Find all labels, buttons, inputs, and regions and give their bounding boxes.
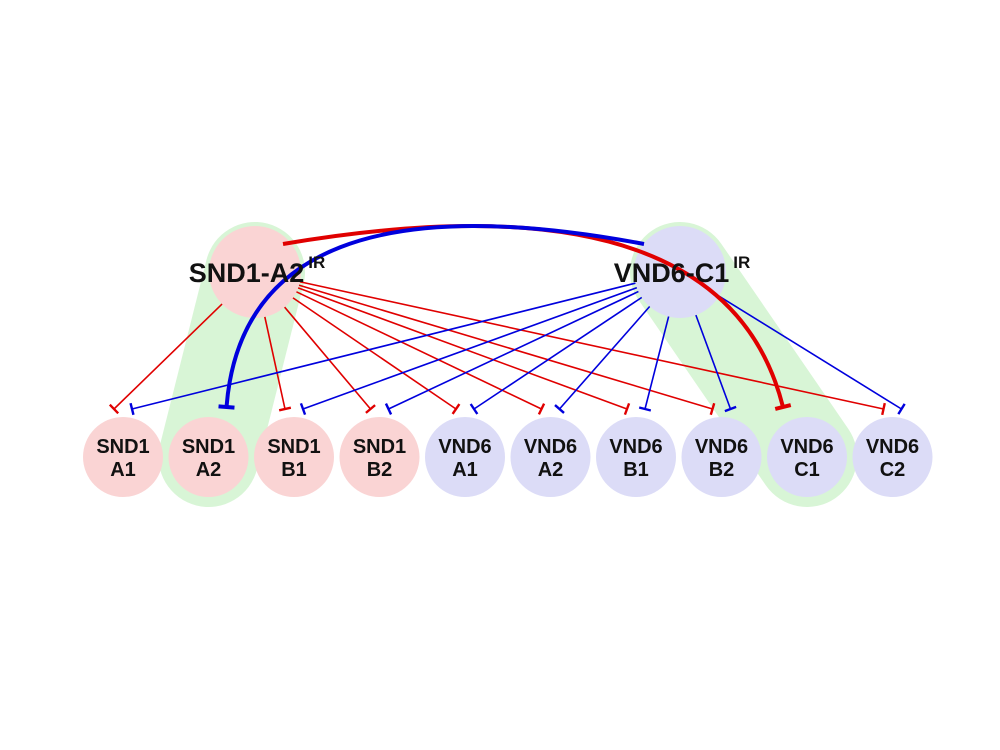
node-snd1b1-label-line2: B1 — [281, 459, 307, 481]
edge-vnd6c1ir-to-vnd6b1-bar — [638, 406, 652, 412]
node-vnd6a2-label-line1: VND6 — [524, 436, 577, 458]
edge-snd1a2ir-to-snd1b1 — [260, 301, 286, 410]
edge-snd1a2ir-to-vnd6b1 — [282, 281, 628, 410]
node-layer — [83, 226, 933, 497]
edge-snd1a2ir-to-snd1b1-bar — [278, 406, 292, 412]
regulator-snd1a2ir-superscript: IR — [308, 253, 325, 272]
edge-vnd6c1ir-to-vnd6a2 — [558, 293, 661, 410]
node-snd1b1-label-line1: SND1 — [267, 436, 320, 458]
edge-snd1a2ir-to-vnd6c1 — [282, 224, 785, 408]
straight-edge-layer — [108, 277, 906, 416]
node-vnd6a2-label-line2: A2 — [538, 459, 564, 481]
edge-vnd6c1ir-to-snd1b2-bar — [384, 403, 393, 415]
edge-snd1a2ir-to-snd1b2-bar — [365, 404, 376, 414]
node-vnd6a1 — [425, 417, 505, 497]
node-snd1b2 — [339, 417, 420, 497]
node-vnd6c2-label-line1: VND6 — [866, 436, 919, 458]
node-snd1a1-label-line1: SND1 — [96, 436, 149, 458]
node-vnd6b2 — [681, 417, 762, 497]
edge-snd1a2ir-to-vnd6b2-bar — [709, 402, 716, 416]
edge-vnd6c1ir-to-snd1a2 — [224, 224, 645, 408]
edge-vnd6c1ir-to-vnd6b1 — [644, 300, 674, 410]
node-snd1a1-label-line2: A1 — [110, 459, 136, 481]
regulator-vnd6c1ir-label: VND6-C1 IR — [614, 253, 751, 288]
node-snd1b2-label-line1: SND1 — [353, 436, 406, 458]
edge-snd1a2ir-to-vnd6a2 — [281, 284, 542, 410]
edge-snd1a2ir-to-vnd6c2-bar — [881, 402, 886, 416]
regulator-vnd6c1ir-superscript: IR — [733, 253, 750, 272]
node-vnd6a1-label-line2: A1 — [452, 459, 478, 481]
edge-snd1a2ir-to-snd1a1-bar — [108, 403, 120, 415]
node-vnd6c1-label-line2: C1 — [794, 459, 820, 481]
edge-snd1a2ir-to-vnd6a2-bar — [537, 403, 546, 415]
curved-edge-layer — [218, 224, 792, 411]
edge-snd1a2ir-to-vnd6c1-bar — [774, 403, 792, 411]
node-vnd6b2-label-line2: B2 — [709, 459, 735, 481]
edge-vnd6c1ir-to-snd1a1-bar — [129, 402, 135, 416]
edge-vnd6c1ir-to-vnd6b2 — [689, 299, 732, 410]
regulator-snd1a2ir-label: SND1-A2 IR — [189, 253, 326, 288]
node-vnd6c2-label-line2: C2 — [880, 459, 906, 481]
regulator-snd1a2ir-name: SND1-A2 — [189, 258, 305, 288]
label-layer: SND1A1SND1A2SND1B1SND1B2VND6A1VND6A2VND6… — [96, 253, 919, 481]
edge-snd1a2ir-to-vnd6a1 — [279, 288, 457, 410]
node-vnd6c2 — [852, 417, 933, 497]
edge-snd1a2ir-to-vnd6a1-bar — [451, 403, 461, 415]
node-snd1a2 — [168, 417, 249, 497]
edge-snd1a2ir-to-snd1b2 — [273, 294, 372, 410]
node-vnd6b2-label-line1: VND6 — [695, 436, 748, 458]
node-snd1a2-label-line1: SND1 — [182, 436, 235, 458]
edge-snd1a2ir-to-snd1a1 — [113, 292, 235, 410]
edge-snd1a2ir-to-vnd6b1-bar — [623, 402, 631, 416]
node-vnd6b1-label-line1: VND6 — [609, 436, 662, 458]
node-vnd6a2 — [510, 417, 591, 497]
node-vnd6c1-label-line1: VND6 — [780, 436, 833, 458]
node-snd1b2-label-line2: B2 — [367, 459, 393, 481]
edge-vnd6c1ir-to-vnd6c2-bar — [897, 403, 906, 415]
node-snd1a1 — [83, 417, 163, 497]
edge-snd1a2ir-to-vnd6b2 — [283, 279, 713, 410]
edge-vnd6c1ir-to-snd1a1 — [131, 278, 652, 410]
node-vnd6c1 — [767, 417, 847, 497]
edge-vnd6c1ir-to-snd1b1-bar — [299, 402, 307, 416]
edge-vnd6c1ir-to-snd1b1 — [302, 281, 653, 410]
regulator-vnd6c1ir-name: VND6-C1 — [614, 258, 730, 288]
node-vnd6a1-label-line1: VND6 — [438, 436, 491, 458]
edge-vnd6c1ir-to-vnd6b2-bar — [724, 405, 737, 413]
edge-vnd6c1ir-to-vnd6c2 — [705, 287, 902, 410]
edge-vnd6c1ir-to-snd1a2-bar — [218, 404, 235, 410]
edge-snd1a2ir-to-vnd6c2 — [284, 277, 884, 410]
edge-vnd6c1ir-to-vnd6a2-bar — [554, 404, 565, 414]
node-snd1b1 — [254, 417, 334, 497]
node-vnd6b1-label-line2: B1 — [623, 459, 649, 481]
edge-vnd6c1ir-to-snd1b2 — [388, 284, 654, 410]
node-snd1a2-label-line2: A2 — [196, 459, 222, 481]
regulator-snd1a2ir — [209, 226, 301, 318]
edge-vnd6c1ir-to-vnd6a1 — [473, 287, 656, 410]
edge-vnd6c1ir-to-vnd6a1-bar — [469, 403, 479, 415]
node-vnd6b1 — [596, 417, 676, 497]
